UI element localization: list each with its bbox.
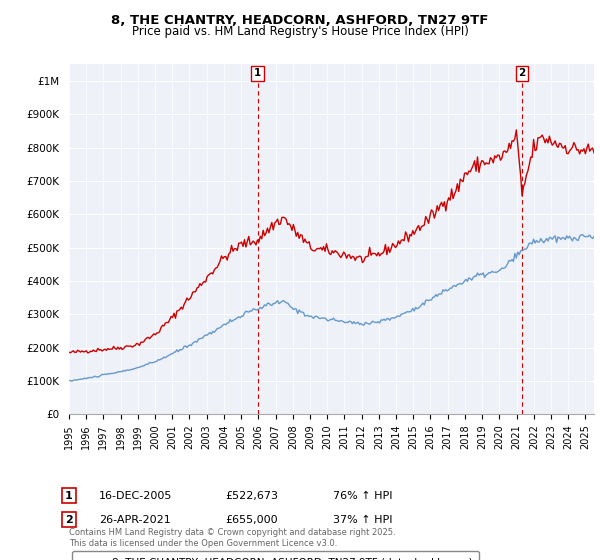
Text: 16-DEC-2005: 16-DEC-2005 (99, 491, 172, 501)
Text: 37% ↑ HPI: 37% ↑ HPI (333, 515, 392, 525)
Text: 76% ↑ HPI: 76% ↑ HPI (333, 491, 392, 501)
Text: Contains HM Land Registry data © Crown copyright and database right 2025.
This d: Contains HM Land Registry data © Crown c… (69, 528, 395, 548)
Legend: 8, THE CHANTRY, HEADCORN, ASHFORD, TN27 9TF (detached house), HPI: Average price: 8, THE CHANTRY, HEADCORN, ASHFORD, TN27 … (71, 551, 479, 560)
Text: £522,673: £522,673 (225, 491, 278, 501)
Text: Price paid vs. HM Land Registry's House Price Index (HPI): Price paid vs. HM Land Registry's House … (131, 25, 469, 38)
Text: 1: 1 (65, 491, 73, 501)
Text: 8, THE CHANTRY, HEADCORN, ASHFORD, TN27 9TF: 8, THE CHANTRY, HEADCORN, ASHFORD, TN27 … (112, 14, 488, 27)
Text: 1: 1 (254, 68, 261, 78)
Text: 2: 2 (518, 68, 526, 78)
Text: 2: 2 (65, 515, 73, 525)
Text: £655,000: £655,000 (225, 515, 278, 525)
Text: 26-APR-2021: 26-APR-2021 (99, 515, 171, 525)
